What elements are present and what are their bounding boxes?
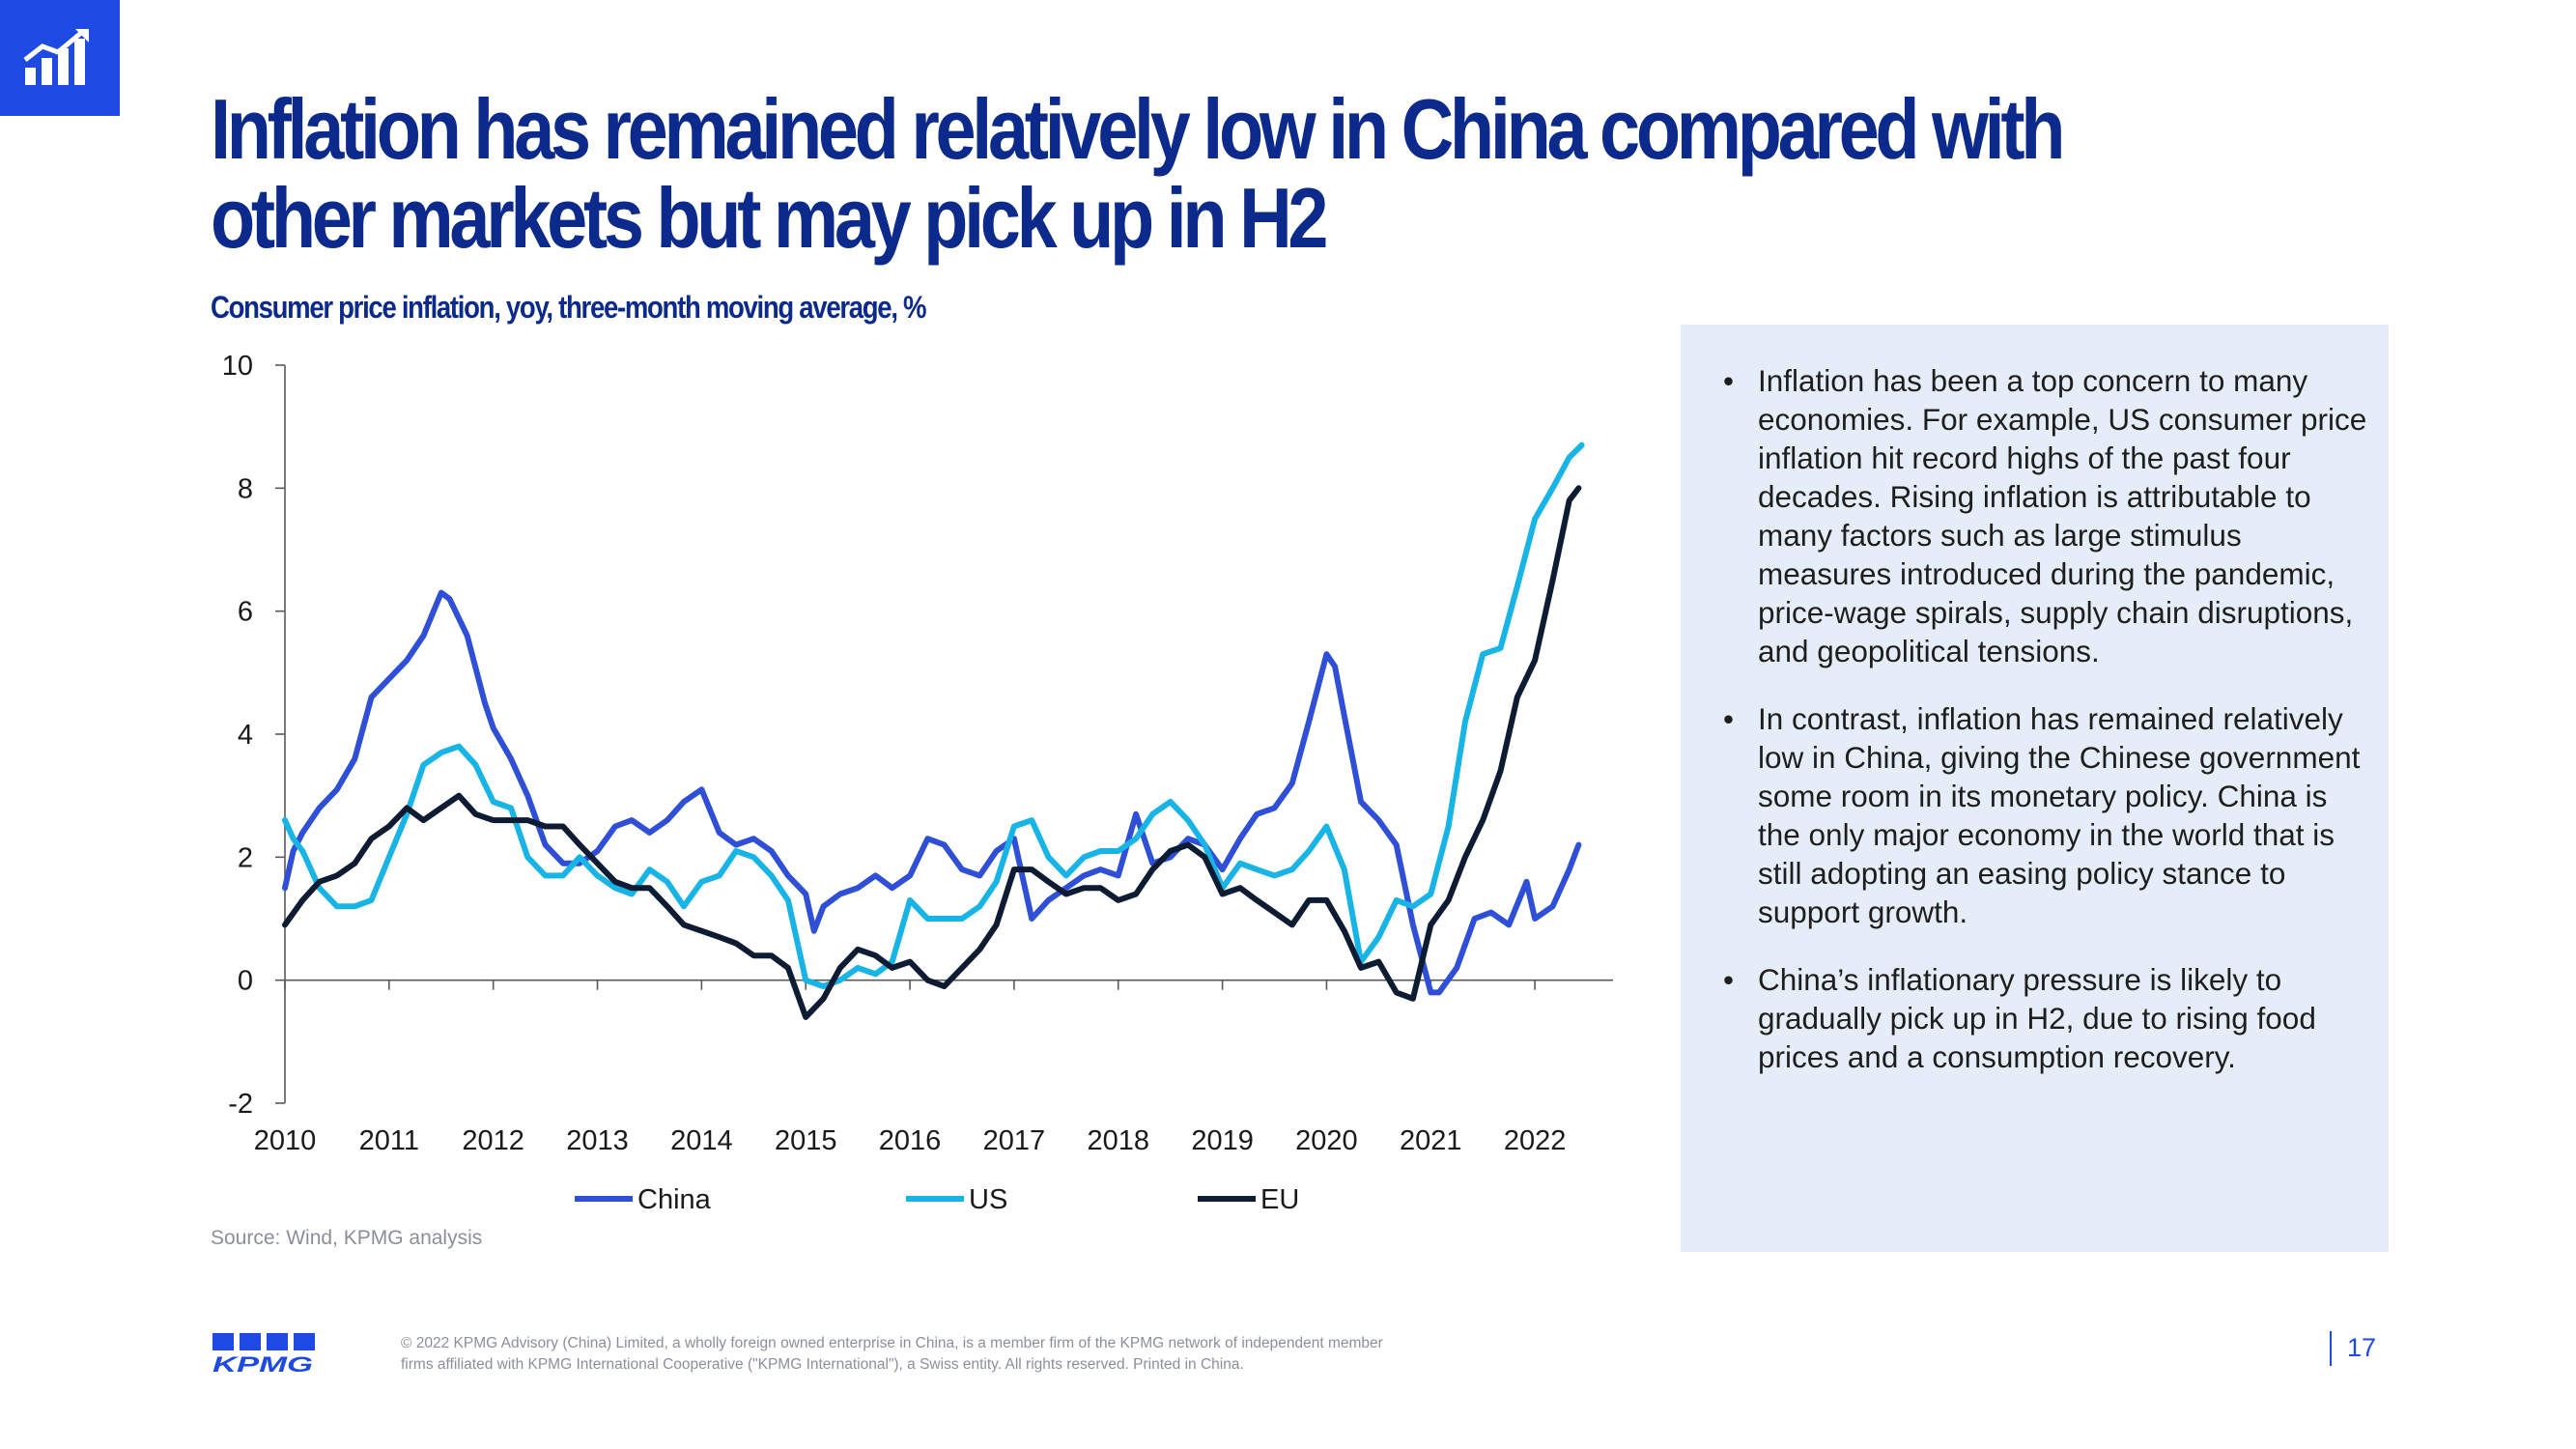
x-tick-label: 2020 xyxy=(1295,1125,1358,1156)
x-tick-label: 2019 xyxy=(1191,1125,1254,1156)
bar-chart-growth-icon xyxy=(23,29,89,85)
series-line-us xyxy=(282,441,1585,989)
x-tick-label: 2011 xyxy=(359,1125,419,1156)
x-tick-label: 2021 xyxy=(1400,1125,1462,1156)
legend-label: US xyxy=(969,1184,1007,1215)
x-tick-label: 2010 xyxy=(254,1125,317,1156)
x-tick-label: 2014 xyxy=(670,1125,733,1156)
x-tick-label: 2013 xyxy=(566,1125,629,1156)
y-tick-label: 8 xyxy=(238,473,253,504)
x-tick-label: 2016 xyxy=(879,1125,942,1156)
y-tick-label: 0 xyxy=(238,966,253,997)
inflation-line-chart: -2 0 2 4 6 8 10 2010 2011 2012 2013 2014 2015 2016 201… xyxy=(222,351,1613,1215)
chart-legend: China US EU xyxy=(575,1184,1299,1215)
page-title: Inflation has remained relatively low in… xyxy=(211,81,2065,266)
page-number-divider xyxy=(2330,1331,2332,1366)
legend-label: China xyxy=(637,1184,712,1215)
chart-axes: -2 0 2 4 6 8 10 2010 2011 2012 2013 2014 2015 2016 201… xyxy=(222,351,1613,1156)
x-tick-label: 2018 xyxy=(1087,1125,1149,1156)
x-tick-label: 2015 xyxy=(775,1125,837,1156)
bullet-point: • Inflation has been a top concern to ma… xyxy=(1723,361,2369,670)
bullet-text: In contrast, inflation has remained rela… xyxy=(1758,701,2361,929)
chart-subtitle: Consumer price inflation, yoy, three-mon… xyxy=(211,290,926,325)
y-tick-label: 10 xyxy=(222,351,253,382)
page-number: 17 xyxy=(2347,1333,2377,1362)
bullet-point: • In contrast, inflation has remained re… xyxy=(1723,699,2369,931)
x-tick-label: 2017 xyxy=(983,1125,1046,1156)
logo-wordmark: KPMG xyxy=(212,1352,313,1374)
y-tick-label: 2 xyxy=(238,842,253,873)
copyright-footer: © 2022 KPMG Advisory (China) Limited, a … xyxy=(401,1335,1383,1373)
bullet-point: • China’s inflationary pressure is likel… xyxy=(1723,960,2369,1076)
y-tick-label: -2 xyxy=(228,1089,253,1120)
source-note: Source: Wind, KPMG analysis xyxy=(211,1227,483,1249)
bullet-icon: • xyxy=(1723,363,1735,398)
kpmg-logo: KPMG xyxy=(212,1333,315,1374)
brand-badge xyxy=(0,0,120,116)
commentary-panel: • Inflation has been a top concern to ma… xyxy=(1681,325,2389,1252)
bullet-text: China’s inflationary pressure is likely … xyxy=(1758,962,2316,1074)
x-tick-label: 2022 xyxy=(1504,1125,1567,1156)
chart-series xyxy=(282,441,1585,1020)
bullet-icon: • xyxy=(1723,962,1735,997)
y-tick-label: 6 xyxy=(238,597,253,628)
y-tick-label: 4 xyxy=(238,720,253,751)
bullet-icon: • xyxy=(1723,701,1735,736)
bullet-text: Inflation has been a top concern to many… xyxy=(1758,363,2367,668)
legend-label: EU xyxy=(1260,1184,1299,1215)
x-tick-label: 2012 xyxy=(462,1125,524,1156)
series-line-eu xyxy=(282,485,1582,1020)
series-line-china xyxy=(282,589,1582,996)
